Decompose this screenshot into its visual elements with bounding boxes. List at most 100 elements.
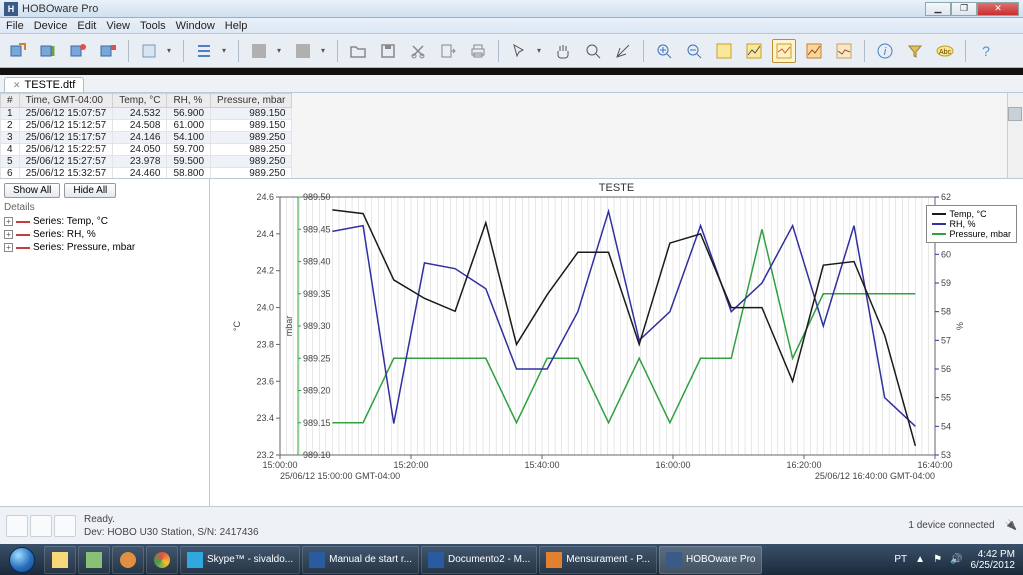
taskbar-app[interactable]: Mensurament - P...	[539, 546, 657, 574]
table-row[interactable]: 425/06/12 15:22:5724.05059.700989.250	[1, 144, 292, 156]
tool-zoom-out-icon[interactable]	[682, 39, 706, 63]
svg-text:16:20:00: 16:20:00	[786, 460, 821, 470]
menu-file[interactable]: File	[6, 20, 24, 32]
grid-header[interactable]: RH, %	[167, 94, 211, 108]
dropdown-icon[interactable]: ▾	[277, 46, 285, 55]
toolbar: ▾ ▾ ▾ ▾ ▾ i Abc ?	[0, 34, 1023, 68]
table-row[interactable]: 225/06/12 15:12:5724.50861.000989.150	[1, 120, 292, 132]
show-all-button[interactable]: Show All	[4, 183, 60, 198]
expand-icon[interactable]: +	[4, 243, 13, 252]
taskbar-app-icon	[309, 552, 325, 568]
menu-device[interactable]: Device	[34, 20, 68, 32]
taskbar-unknown-icon[interactable]	[78, 546, 110, 574]
tool-label-icon[interactable]: Abc	[933, 39, 957, 63]
file-tab[interactable]: ✕ TESTE.dtf	[4, 77, 84, 92]
tool-grid2-icon[interactable]	[291, 39, 315, 63]
tray-clock[interactable]: 4:42 PM 6/25/2012	[971, 549, 1016, 571]
expand-icon[interactable]: +	[4, 217, 13, 226]
chart-pane[interactable]: TESTE 23.223.423.623.824.024.224.424.6°C…	[210, 179, 1023, 506]
series-node[interactable]: +Series: RH, %	[4, 228, 205, 241]
table-row[interactable]: 125/06/12 15:07:5724.53256.900989.150	[1, 108, 292, 120]
tool-info-icon[interactable]: i	[873, 39, 897, 63]
taskbar: Skype™ - sivaldo...Manual de start r...D…	[0, 544, 1023, 575]
status-view1-icon[interactable]	[6, 515, 28, 537]
tray-sound-icon: 🔊	[950, 554, 962, 565]
tool-readout-icon[interactable]	[36, 39, 60, 63]
tool-hand-icon[interactable]	[551, 39, 575, 63]
tool-filter-icon[interactable]	[903, 39, 927, 63]
tool-print-icon[interactable]	[466, 39, 490, 63]
series-node[interactable]: + Series: Pressure, mbar	[4, 241, 205, 254]
table-row[interactable]: 325/06/12 15:17:5724.14654.100989.250	[1, 132, 292, 144]
status-view3-icon[interactable]	[54, 515, 76, 537]
tool-cut-icon[interactable]	[406, 39, 430, 63]
taskbar-explorer-icon[interactable]	[44, 546, 76, 574]
table-row[interactable]: 625/06/12 15:32:5724.46058.800989.250	[1, 168, 292, 180]
tool-chart2-icon[interactable]	[742, 39, 766, 63]
tool-chart4-icon[interactable]	[802, 39, 826, 63]
svg-text:54: 54	[941, 421, 951, 431]
dropdown-icon[interactable]: ▾	[537, 46, 545, 55]
grid-header[interactable]: Pressure, mbar	[211, 94, 292, 108]
tool-chart5-icon[interactable]	[832, 39, 856, 63]
legend-swatch	[932, 233, 946, 235]
tool-chart1-icon[interactable]	[712, 39, 736, 63]
grid-header[interactable]: Time, GMT-04:00	[19, 94, 113, 108]
maximize-button[interactable]: ❐	[951, 2, 977, 16]
table-row[interactable]: 525/06/12 15:27:5723.97859.500989.250	[1, 156, 292, 168]
menu-edit[interactable]: Edit	[77, 20, 96, 32]
tray-lang[interactable]: PT	[894, 554, 907, 565]
svg-text:23.2: 23.2	[256, 450, 274, 460]
tool-zoom-region-icon[interactable]	[581, 39, 605, 63]
taskbar-app[interactable]: Manual de start r...	[302, 546, 419, 574]
system-tray[interactable]: PT ▲ ⚑ 🔊 4:42 PM 6/25/2012	[888, 549, 1021, 571]
tool-stop-icon[interactable]	[96, 39, 120, 63]
close-button[interactable]: ✕	[977, 2, 1019, 16]
tool-status-icon[interactable]	[66, 39, 90, 63]
menu-view[interactable]: View	[106, 20, 130, 32]
menu-tools[interactable]: Tools	[140, 20, 166, 32]
data-grid-wrap: #Time, GMT-04:00Temp, °CRH, %Pressure, m…	[0, 93, 1023, 179]
tool-pointer-icon[interactable]	[507, 39, 531, 63]
menu-help[interactable]: Help	[225, 20, 248, 32]
dropdown-icon[interactable]: ▾	[222, 46, 230, 55]
tool-export-icon[interactable]	[436, 39, 460, 63]
start-button[interactable]	[2, 546, 42, 574]
taskbar-chrome-icon[interactable]	[146, 546, 178, 574]
tool-list-icon[interactable]	[192, 39, 216, 63]
series-label: Series: Pressure, mbar	[33, 242, 135, 253]
svg-text:?: ?	[982, 43, 990, 59]
expand-icon[interactable]: +	[4, 230, 13, 239]
grid-header[interactable]: Temp, °C	[113, 94, 167, 108]
tool-grid1-icon[interactable]	[247, 39, 271, 63]
svg-text:%: %	[955, 322, 965, 330]
tool-save-icon[interactable]	[376, 39, 400, 63]
hide-all-button[interactable]: Hide All	[64, 183, 116, 198]
menu-window[interactable]: Window	[176, 20, 215, 32]
grid-scrollbar[interactable]	[1007, 93, 1023, 178]
svg-text:24.0: 24.0	[256, 303, 274, 313]
status-view2-icon[interactable]	[30, 515, 52, 537]
tool-help-icon[interactable]: ?	[974, 39, 998, 63]
taskbar-media-icon[interactable]	[112, 546, 144, 574]
tool-chart3-icon[interactable]	[772, 39, 796, 63]
minimize-button[interactable]: ▁	[925, 2, 951, 16]
tool-zoom-in-icon[interactable]	[652, 39, 676, 63]
taskbar-app[interactable]: HOBOware Pro	[659, 546, 762, 574]
tool-crosshair-icon[interactable]	[611, 39, 635, 63]
grid-header[interactable]: #	[1, 94, 20, 108]
svg-text:25/06/12 16:40:00 GMT-04:00: 25/06/12 16:40:00 GMT-04:00	[815, 471, 935, 481]
tool-open-icon[interactable]	[346, 39, 370, 63]
tool-device-icon[interactable]	[137, 39, 161, 63]
taskbar-app[interactable]: Skype™ - sivaldo...	[180, 546, 300, 574]
svg-text:989.15: 989.15	[303, 418, 331, 428]
dropdown-icon[interactable]: ▾	[321, 46, 329, 55]
series-node[interactable]: +Series: Temp, °C	[4, 215, 205, 228]
svg-text:°C: °C	[232, 320, 242, 331]
series-swatch	[16, 234, 30, 236]
tool-launch-icon[interactable]	[6, 39, 30, 63]
dropdown-icon[interactable]: ▾	[167, 46, 175, 55]
tab-close-icon[interactable]: ✕	[13, 80, 21, 91]
legend-label: Temp, °C	[949, 209, 986, 219]
taskbar-app[interactable]: Documento2 - M...	[421, 546, 537, 574]
